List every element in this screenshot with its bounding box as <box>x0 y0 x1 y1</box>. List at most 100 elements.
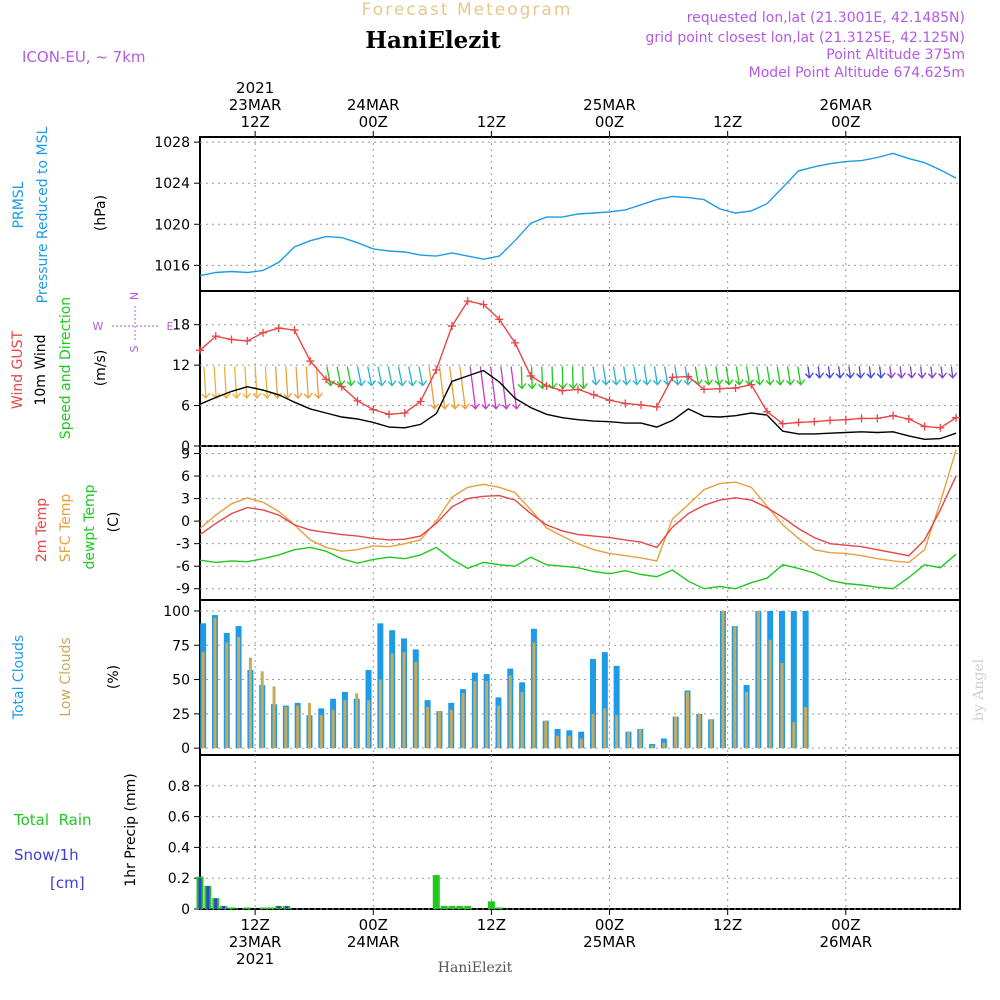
wind-arrow-head <box>283 392 293 399</box>
wind-arrow-head <box>346 380 356 387</box>
y-tick-label: 0.2 <box>168 871 190 887</box>
wind-arrow <box>459 366 466 409</box>
time-label-bottom: 00Z <box>595 916 624 934</box>
wind-labels: Wind GUST 10m Wind Speed and Direction (… <box>10 292 174 439</box>
y-tick-label: 75 <box>172 638 190 654</box>
temperature-labels: 2m Temp SFC Temp dewpt Temp (C) <box>34 484 122 569</box>
low-cloud-bar <box>579 738 583 749</box>
pressure-label-prmsl: PRMSL <box>11 181 27 228</box>
wind-arrow-head <box>558 382 568 390</box>
time-label-top: 00Z <box>595 113 624 131</box>
wind-arrow <box>479 366 487 409</box>
low-cloud-bar <box>319 715 323 749</box>
rain-bar <box>464 905 472 909</box>
low-cloud-bar <box>284 706 288 749</box>
gust-marker <box>479 300 488 309</box>
low-cloud-bar <box>437 711 441 749</box>
wind-arrow-head <box>314 392 324 399</box>
gust-marker <box>463 297 472 306</box>
precip-label-rain: Total Rain <box>13 811 92 829</box>
total-cloud-bar <box>613 665 620 749</box>
wind-arrow-head <box>804 372 814 379</box>
wind-arrow <box>234 366 238 399</box>
y-tick-label: 0 <box>181 439 190 455</box>
temp-label-2m: 2m Temp <box>34 498 50 562</box>
low-cloud-bar <box>260 671 264 749</box>
y-tick-label: 3 <box>181 492 190 508</box>
low-cloud-bar <box>697 713 701 749</box>
requested-coords: requested lon,lat (21.3001E, 42.1485N) <box>687 10 965 26</box>
low-cloud-bar <box>603 708 607 749</box>
gust-marker <box>196 346 204 355</box>
snow-bar <box>277 905 281 909</box>
wind-arrow-head <box>897 372 907 379</box>
wind-arrow-head <box>273 392 283 399</box>
compass-s: S <box>128 345 141 352</box>
wind-arrow-head <box>512 403 521 410</box>
time-label-top: 23MAR <box>229 96 282 114</box>
low-cloud-bar <box>237 637 241 749</box>
gust-marker <box>652 402 661 411</box>
gust-marker <box>747 380 756 389</box>
low-cloud-bar <box>556 735 560 749</box>
low-cloud-bar <box>367 700 371 749</box>
wind-arrow <box>776 366 781 385</box>
wind-arrow <box>797 366 802 385</box>
snow-bar <box>198 878 202 909</box>
gust-marker <box>400 408 409 417</box>
wind-arrow <box>571 366 574 389</box>
time-label-top: 00Z <box>831 113 860 131</box>
low-cloud-bar <box>248 657 252 749</box>
wind-arrow <box>592 366 597 385</box>
low-cloud-bar <box>461 693 465 749</box>
wind-arrow-head <box>796 379 806 386</box>
gust-marker <box>605 396 614 405</box>
gust-marker <box>857 414 866 423</box>
low-cloud-bar <box>733 626 737 749</box>
wind-arrow <box>264 366 268 399</box>
gust-marker <box>668 373 677 382</box>
precip-labels: Total Rain Snow/1h [cm] 1hr Precip (mm) <box>13 773 139 892</box>
wind-arrow <box>305 366 309 399</box>
time-label-top: 24MAR <box>347 96 400 114</box>
wind-arrow-head <box>724 379 734 386</box>
wind-arrow-head <box>845 372 855 379</box>
wind-arrow <box>551 366 554 389</box>
time-label-bottom: 12Z <box>477 916 506 934</box>
wind-arrow-head <box>517 382 527 390</box>
wind-arrow-head <box>642 379 652 386</box>
total-cloud-bar <box>589 658 596 749</box>
wind-arrow-head <box>303 392 313 399</box>
gust-marker <box>920 422 929 431</box>
wind-arrow <box>367 366 373 386</box>
wind-arrow-head <box>601 379 611 386</box>
gust-marker <box>290 326 299 335</box>
low-cloud-bar <box>709 719 713 749</box>
wind-arrow-head <box>938 372 948 379</box>
wind-arrow <box>950 366 954 378</box>
clouds-unit: (%) <box>106 665 122 689</box>
wind-arrow-head <box>568 382 578 390</box>
wind-label-speed: Speed and Direction <box>58 297 74 439</box>
gust-marker <box>211 332 220 341</box>
y-tick-label: 0 <box>181 514 190 530</box>
y-tick-label: 0.8 <box>168 779 190 795</box>
time-label-bottom: 25MAR <box>583 933 636 951</box>
wind-arrow <box>285 366 289 399</box>
low-cloud-bar <box>225 642 229 749</box>
low-cloud-bar <box>213 617 217 749</box>
gust-marker <box>243 336 252 345</box>
low-cloud-bar <box>544 720 548 749</box>
wind-arrow <box>807 366 811 378</box>
gust-marker <box>526 371 535 380</box>
wind-arrow <box>387 366 393 386</box>
wind-label-gust: Wind GUST <box>10 330 26 409</box>
wind-arrow-head <box>786 379 795 386</box>
wind-arrow-head <box>408 380 418 387</box>
temp-label-dewpt: dewpt Temp <box>82 484 98 569</box>
wind-arrow-head <box>242 392 252 399</box>
low-cloud-bar <box>473 680 477 749</box>
low-cloud-bar <box>780 663 784 749</box>
time-label-top: 12Z <box>477 113 506 131</box>
wind-arrow <box>684 366 689 385</box>
